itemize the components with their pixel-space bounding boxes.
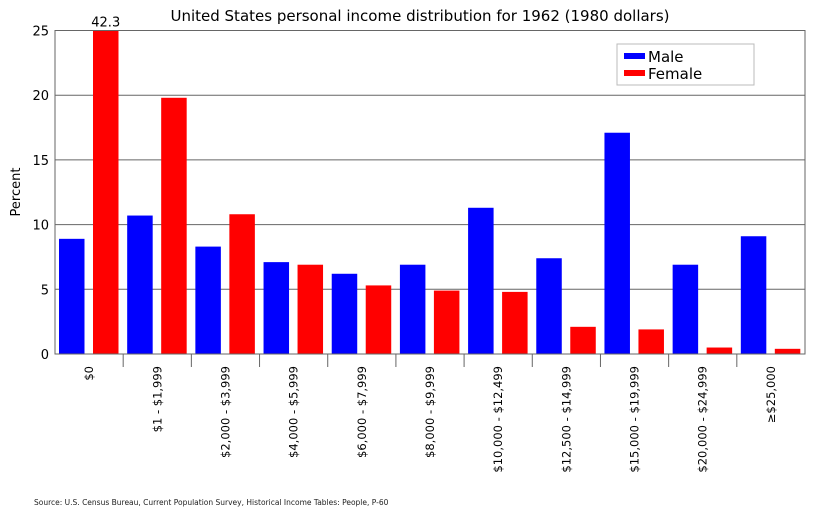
bar-male — [331, 273, 358, 354]
bar-female — [297, 264, 324, 354]
bar-value-annotation: 42.3 — [91, 16, 120, 31]
y-axis-label: Percent — [9, 168, 24, 217]
x-category-label: $0 — [82, 366, 96, 381]
bar-male — [604, 132, 630, 354]
x-category-label: $6,000 - $7,999 — [355, 366, 369, 458]
bar-female — [774, 348, 801, 354]
bar-female — [502, 291, 528, 354]
bar-male — [59, 238, 85, 354]
y-tick-label: 15 — [32, 154, 49, 169]
bar-female — [706, 347, 733, 354]
bar-male — [263, 262, 290, 354]
bar-male — [195, 246, 221, 354]
x-category-label: $2,000 - $3,999 — [218, 366, 232, 458]
y-tick-label: 10 — [32, 219, 49, 234]
bar-male — [536, 258, 562, 354]
bar-male — [468, 207, 494, 354]
bar-male — [672, 264, 699, 354]
x-category-label: ≥$25,000 — [764, 366, 778, 423]
legend-label-female: Female — [648, 65, 702, 83]
chart-title: United States personal income distributi… — [170, 7, 669, 25]
x-category-label: $10,000 - $12,499 — [491, 366, 505, 473]
x-category-label: $4,000 - $5,999 — [287, 366, 301, 458]
y-tick-label: 20 — [32, 89, 49, 104]
legend-swatch-female — [624, 70, 645, 76]
legend-box — [616, 43, 755, 86]
bar-female — [638, 329, 664, 354]
x-category-label: $20,000 - $24,999 — [696, 366, 710, 473]
bar-male — [399, 264, 426, 354]
legend-label-male: Male — [648, 48, 684, 66]
bar-female — [229, 214, 255, 354]
bar-female — [570, 326, 596, 354]
y-tick-label: 0 — [41, 348, 49, 363]
bar-female — [161, 97, 187, 355]
plot-frame — [54, 30, 806, 355]
bar-male — [127, 215, 153, 354]
x-category-label: $12,500 - $14,999 — [559, 366, 573, 473]
bar-female — [365, 285, 392, 354]
legend: Male Female — [616, 43, 755, 86]
bar-female — [433, 290, 460, 354]
x-category-label: $1 - $1,999 — [150, 366, 164, 432]
legend-swatch-male — [624, 53, 645, 59]
bar-female — [93, 30, 119, 354]
source-note: Source: U.S. Census Bureau, Current Popu… — [34, 498, 389, 507]
y-tick-label: 5 — [41, 283, 49, 298]
bar-male — [740, 236, 767, 354]
x-category-label: $15,000 - $19,999 — [628, 366, 642, 473]
x-category-label: $8,000 - $9,999 — [423, 366, 437, 458]
y-tick-label: 25 — [32, 25, 49, 40]
